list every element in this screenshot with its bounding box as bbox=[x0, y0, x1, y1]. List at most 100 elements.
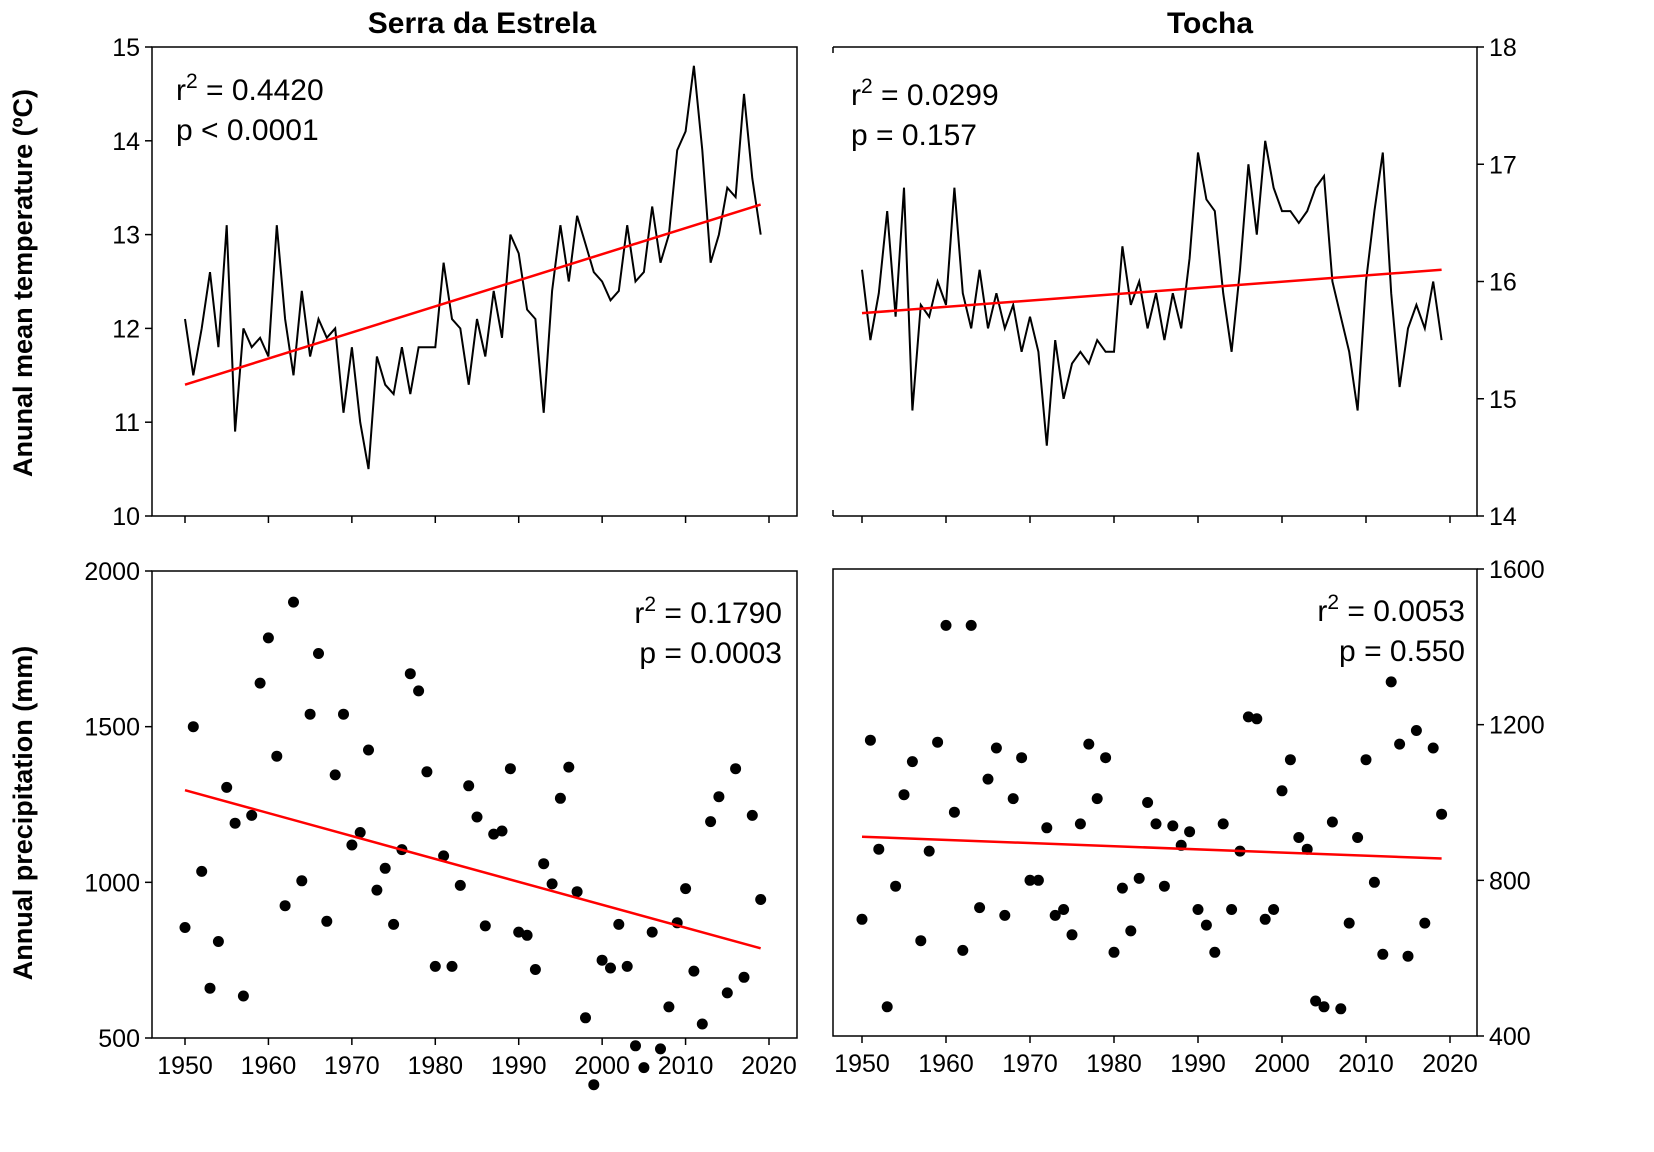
data-point bbox=[588, 1079, 600, 1091]
panel-temperature-tocha: 14 15 16 17 18 r2 = 0.0299 p = 0.157 bbox=[832, 34, 1517, 531]
data-point bbox=[873, 843, 885, 855]
data-point bbox=[346, 839, 358, 851]
data-point bbox=[864, 734, 876, 746]
data-point bbox=[404, 668, 416, 680]
x-tick-label: 1950 bbox=[834, 1050, 890, 1078]
data-point bbox=[696, 1018, 708, 1030]
data-point bbox=[196, 865, 208, 877]
data-point bbox=[1150, 818, 1162, 830]
data-point bbox=[521, 929, 533, 941]
y-tick-label: 13 bbox=[112, 222, 140, 250]
data-point bbox=[1024, 874, 1036, 886]
data-point bbox=[688, 965, 700, 977]
data-point bbox=[538, 858, 550, 870]
y-tick-label: 1600 bbox=[1489, 556, 1545, 584]
x-tick-label: 2020 bbox=[741, 1052, 797, 1080]
data-point bbox=[446, 960, 458, 972]
data-point bbox=[965, 619, 977, 631]
x-tick-label: 2000 bbox=[574, 1052, 630, 1080]
x-tick-label: 1980 bbox=[1086, 1050, 1142, 1078]
data-point bbox=[974, 902, 986, 914]
data-point bbox=[229, 817, 241, 829]
data-point bbox=[187, 721, 199, 733]
data-point bbox=[1184, 826, 1196, 838]
data-point bbox=[571, 886, 583, 898]
y-tick-label: 800 bbox=[1489, 867, 1531, 895]
data-point bbox=[429, 960, 441, 972]
data-point bbox=[504, 763, 516, 775]
data-point bbox=[388, 918, 400, 930]
y-tick-label: 17 bbox=[1489, 151, 1517, 179]
ylabel-temperature: Anunal mean temperature (ºC) bbox=[8, 89, 38, 477]
data-point bbox=[1192, 904, 1204, 915]
data-point bbox=[237, 990, 249, 1002]
trend-line bbox=[184, 203, 762, 386]
data-point bbox=[212, 936, 224, 947]
data-point bbox=[496, 825, 508, 837]
p-value-label: p = 0.550 bbox=[1339, 635, 1465, 668]
data-point bbox=[379, 862, 391, 874]
data-point bbox=[906, 756, 918, 768]
data-point bbox=[1016, 752, 1028, 764]
data-point bbox=[1133, 872, 1145, 884]
data-point bbox=[1259, 913, 1271, 925]
data-point bbox=[596, 954, 608, 966]
data-point bbox=[546, 878, 558, 890]
panel-precipitation-tocha: 400 800 1200 1600 1950 1960 1970 1980 1990 2000 20… bbox=[832, 556, 1545, 1078]
data-point bbox=[1410, 725, 1422, 736]
data-point bbox=[1335, 1003, 1347, 1015]
data-point bbox=[1293, 832, 1305, 843]
data-point bbox=[338, 708, 349, 720]
data-point bbox=[221, 781, 233, 793]
data-point bbox=[1394, 738, 1406, 750]
data-point bbox=[730, 763, 742, 775]
data-point bbox=[371, 884, 383, 896]
data-point bbox=[1007, 793, 1019, 805]
data-point bbox=[1125, 925, 1137, 937]
data-point bbox=[1242, 711, 1254, 723]
data-point bbox=[421, 766, 433, 778]
y-tick-label: 14 bbox=[1489, 503, 1517, 531]
data-point bbox=[680, 883, 692, 895]
data-point bbox=[204, 982, 216, 994]
data-point bbox=[663, 1001, 675, 1013]
data-point bbox=[279, 900, 291, 912]
panel-precipitation-serra-da-estrela: 500 1000 1500 2000 1950 1960 1970 1980 1990 2000 2… bbox=[84, 558, 798, 1091]
p-value-label: p = 0.157 bbox=[851, 119, 977, 152]
data-point bbox=[646, 926, 658, 938]
data-point bbox=[948, 806, 960, 818]
data-point bbox=[1377, 948, 1389, 960]
x-tick-label: 1990 bbox=[1170, 1050, 1226, 1078]
data-point bbox=[990, 742, 1002, 754]
p-value-label: p = 0.0003 bbox=[639, 637, 782, 670]
y-tick-label: 18 bbox=[1489, 34, 1517, 62]
title-tocha: Tocha bbox=[1167, 7, 1253, 40]
title-serra-da-estrela: Serra da Estrela bbox=[368, 7, 597, 40]
data-point bbox=[1083, 738, 1095, 750]
data-point bbox=[246, 809, 258, 821]
r-squared-label: r2 = 0.4420 bbox=[176, 70, 324, 107]
data-point bbox=[1074, 818, 1086, 830]
data-point bbox=[1226, 904, 1238, 915]
data-point bbox=[630, 1040, 641, 1052]
data-point bbox=[1209, 946, 1221, 958]
data-point bbox=[271, 750, 283, 762]
x-tick-label: 1950 bbox=[157, 1052, 213, 1080]
data-point bbox=[363, 744, 374, 756]
x-tick-label: 2020 bbox=[1422, 1050, 1478, 1078]
x-tick-label: 2010 bbox=[1338, 1050, 1394, 1078]
data-point bbox=[529, 964, 541, 975]
data-point bbox=[296, 875, 308, 887]
data-point bbox=[713, 791, 725, 803]
data-point bbox=[413, 685, 425, 697]
x-tick-label: 1960 bbox=[918, 1050, 974, 1078]
data-point bbox=[957, 944, 969, 956]
data-point bbox=[721, 987, 733, 999]
data-point bbox=[554, 792, 566, 804]
data-point bbox=[1310, 995, 1322, 1007]
data-point bbox=[304, 708, 316, 720]
data-point bbox=[605, 962, 616, 974]
data-point bbox=[438, 850, 450, 862]
data-point bbox=[915, 935, 927, 947]
